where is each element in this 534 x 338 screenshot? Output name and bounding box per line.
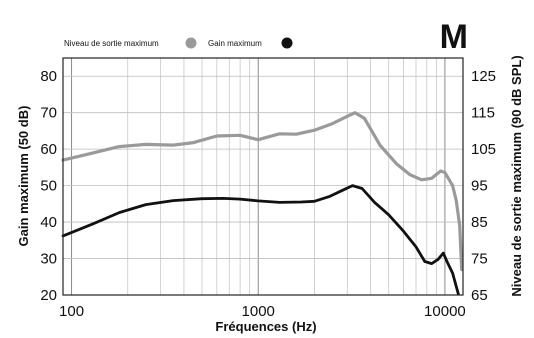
y-tick-label-right: 105: [471, 141, 496, 158]
legend-swatch-output: [185, 37, 197, 49]
x-axis-title: Fréquences (Hz): [215, 319, 316, 334]
legend-swatch-gain: [281, 37, 293, 49]
product-badge: M: [440, 18, 468, 56]
grid: [63, 58, 463, 295]
legend-label-output: Niveau de sortie maximum: [64, 39, 159, 48]
y-axis-title-left: Gain maximum (50 dB): [16, 106, 31, 247]
y-tick-label-left: 30: [40, 251, 57, 268]
y-tick-label-left: 60: [40, 141, 57, 158]
y-tick-label-left: 40: [40, 214, 57, 231]
y-tick-label-right: 125: [471, 68, 496, 85]
x-tick-label: 10000: [424, 303, 466, 320]
legend-label-gain: Gain maximum: [208, 39, 262, 48]
y-tick-label-right: 85: [471, 214, 488, 231]
tick-labels: 100 1000 10000 20 30 40 50 60 70 80 65 75 85 95 105 115…: [40, 68, 496, 320]
y-tick-label-left: 70: [40, 105, 57, 122]
series-line-gain: [61, 184, 460, 296]
series-layer: [61, 111, 464, 296]
y-tick-label-right: 115: [471, 105, 495, 122]
y-tick-label-left: 50: [40, 178, 57, 195]
y-tick-label-right: 65: [471, 287, 488, 304]
y-tick-label-right: 95: [471, 178, 488, 195]
y-tick-label-left: 80: [40, 68, 57, 85]
x-tick-label: 1000: [242, 303, 275, 320]
series-line-output: [61, 111, 464, 272]
legend: Niveau de sortie maximum Gain maximum: [64, 37, 293, 49]
y-tick-label-right: 75: [471, 251, 488, 268]
y-axis-title-right: Niveau de sortie maximum (90 dB SPL): [509, 55, 524, 296]
plot-frame: [62, 57, 464, 296]
y-tick-label-left: 20: [40, 287, 57, 304]
x-tick-label: 100: [59, 303, 84, 320]
